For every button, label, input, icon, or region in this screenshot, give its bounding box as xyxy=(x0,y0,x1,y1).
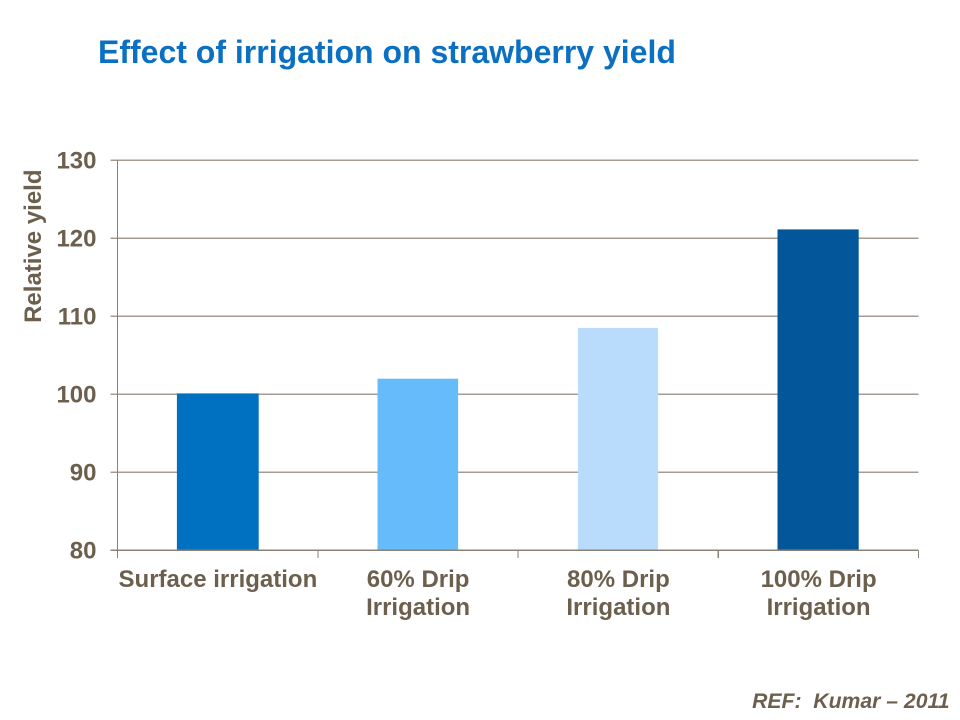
svg-text:120: 120 xyxy=(56,226,96,253)
svg-text:80: 80 xyxy=(70,538,97,565)
svg-text:Surface irrigation: Surface irrigation xyxy=(119,566,318,593)
svg-text:Relative yield: Relative yield xyxy=(20,169,47,322)
svg-text:Irrigation: Irrigation xyxy=(366,594,470,621)
svg-text:100: 100 xyxy=(56,382,96,409)
svg-text:60% Drip: 60% Drip xyxy=(367,566,470,593)
svg-text:Irrigation: Irrigation xyxy=(767,594,871,621)
svg-text:130: 130 xyxy=(56,148,96,175)
svg-text:REF: Kumar – 2011: REF: Kumar – 2011 xyxy=(752,690,949,713)
svg-text:100% Drip: 100% Drip xyxy=(761,566,877,593)
svg-text:Irrigation: Irrigation xyxy=(566,594,670,621)
svg-text:110: 110 xyxy=(58,304,97,331)
svg-text:90: 90 xyxy=(70,460,97,487)
svg-text:Effect of irrigation on strawb: Effect of irrigation on strawberry yield xyxy=(98,34,676,70)
svg-text:80% Drip: 80% Drip xyxy=(567,566,670,593)
